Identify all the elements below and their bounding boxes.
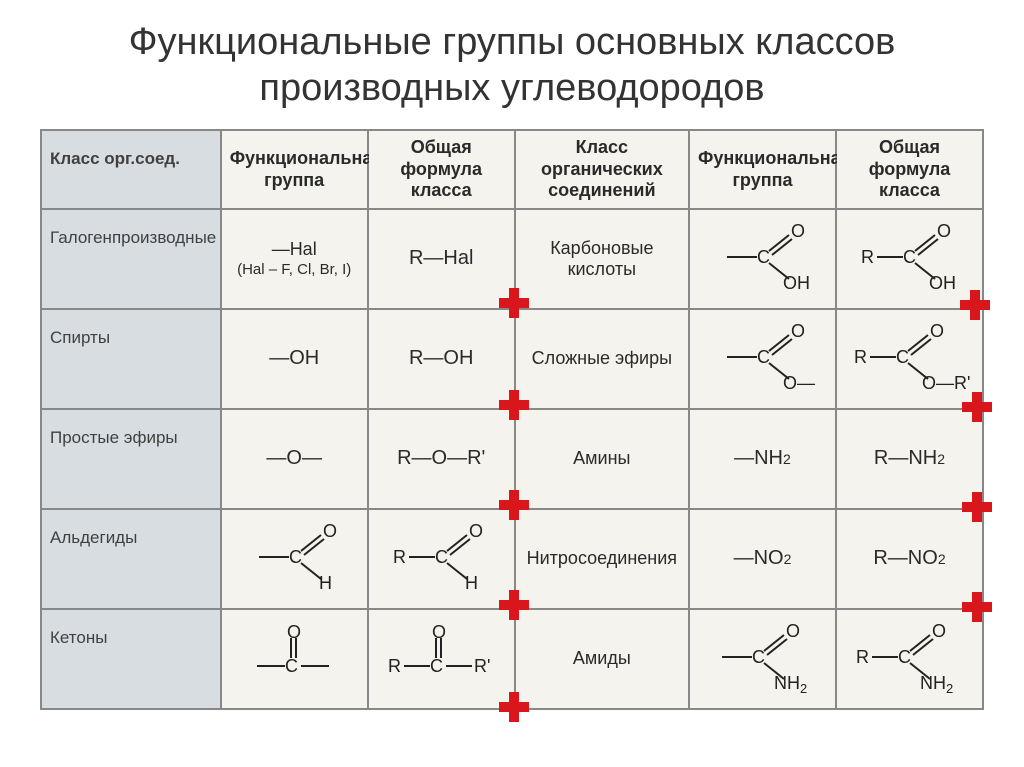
svg-text:C: C xyxy=(435,547,448,567)
row-label-alcohols: Спирты xyxy=(41,309,221,409)
svg-text:C: C xyxy=(285,656,298,676)
carboxylic-general-structure: R C O OH xyxy=(859,221,959,291)
row-label-carboxylic: Карбоновые кислоты xyxy=(515,209,689,309)
svg-text:O: O xyxy=(932,621,946,641)
cross-icon xyxy=(960,290,990,320)
functional-groups-table: Класс орг.соед. Функциональная группа Об… xyxy=(40,129,984,710)
svg-text:R: R xyxy=(856,647,869,667)
cell-aldehyde-general: R C O H xyxy=(368,509,515,609)
cell-nitro-general: R—NO2 xyxy=(836,509,983,609)
svg-text:H: H xyxy=(465,573,478,593)
cross-icon xyxy=(962,592,992,622)
row-label-amines: Амины xyxy=(515,409,689,509)
header-func-group-1: Функциональная группа xyxy=(221,130,368,209)
aldehyde-group-structure: C O H xyxy=(249,521,339,591)
svg-text:C: C xyxy=(903,247,916,267)
svg-text:O: O xyxy=(432,622,446,642)
svg-text:O—: O— xyxy=(783,373,815,393)
svg-text:O—R': O—R' xyxy=(922,373,970,393)
ester-general-structure: R C O O—R' xyxy=(852,321,967,391)
svg-text:C: C xyxy=(757,347,770,367)
cell-hal-group: —Hal (Hal – F, Cl, Br, I) xyxy=(221,209,368,309)
cell-ether-general: R—O—R' xyxy=(368,409,515,509)
svg-text:O: O xyxy=(791,321,805,341)
row-label-halogens: Галогенпроизводные xyxy=(41,209,221,309)
row-label-ethers: Простые эфиры xyxy=(41,409,221,509)
table-row: Альдегиды C O H R C xyxy=(41,509,983,609)
header-class: Класс орг.соед. xyxy=(41,130,221,209)
svg-text:C: C xyxy=(898,647,911,667)
cell-amide-general: R C O NH2 xyxy=(836,609,983,709)
slide: Функциональные группы основных классов п… xyxy=(0,0,1024,767)
svg-text:OH: OH xyxy=(929,273,956,293)
svg-text:C: C xyxy=(757,247,770,267)
cell-aldehyde-group: C O H xyxy=(221,509,368,609)
table-header-row: Класс орг.соед. Функциональная группа Об… xyxy=(41,130,983,209)
svg-text:R': R' xyxy=(474,656,490,676)
table-row: Галогенпроизводные —Hal (Hal – F, Cl, Br… xyxy=(41,209,983,309)
svg-text:OH: OH xyxy=(783,273,810,293)
cross-icon xyxy=(499,590,529,620)
svg-text:R: R xyxy=(861,247,874,267)
row-label-aldehydes: Альдегиды xyxy=(41,509,221,609)
cell-amine-general: R—NH2 xyxy=(836,409,983,509)
cross-icon xyxy=(499,288,529,318)
row-label-nitro: Нитросоединения xyxy=(515,509,689,609)
header-general-formula-2: Общая формула класса xyxy=(836,130,983,209)
svg-text:O: O xyxy=(287,622,301,642)
row-label-ketones: Кетоны xyxy=(41,609,221,709)
cell-ketone-group: C O xyxy=(221,609,368,709)
cell-nitro-group: —NO2 xyxy=(689,509,836,609)
row-label-esters: Сложные эфиры xyxy=(515,309,689,409)
ester-group-structure: C O O— xyxy=(717,321,807,391)
cell-ester-general: R C O O—R' xyxy=(836,309,983,409)
cell-amine-group: —NH2 xyxy=(689,409,836,509)
header-general-formula-1: Общая формула класса xyxy=(368,130,515,209)
svg-text:O: O xyxy=(791,221,805,241)
svg-text:C: C xyxy=(430,656,443,676)
svg-text:C: C xyxy=(896,347,909,367)
svg-text:O: O xyxy=(469,521,483,541)
cross-icon xyxy=(499,490,529,520)
aldehyde-general-structure: R C O H xyxy=(391,521,491,591)
cross-icon xyxy=(499,390,529,420)
svg-text:C: C xyxy=(752,647,765,667)
cell-hal-general: R—Hal xyxy=(368,209,515,309)
ketone-general-structure: R C O R' xyxy=(386,626,496,686)
svg-text:R: R xyxy=(393,547,406,567)
svg-text:NH2: NH2 xyxy=(774,673,807,696)
amide-group-structure: C O NH2 xyxy=(712,621,812,691)
cross-icon xyxy=(499,692,529,722)
row-label-amides: Амиды xyxy=(515,609,689,709)
svg-text:NH2: NH2 xyxy=(920,673,953,696)
page-title: Функциональные группы основных классов п… xyxy=(40,20,984,111)
svg-text:O: O xyxy=(937,221,951,241)
ketone-group-structure: C O xyxy=(249,626,339,686)
svg-text:R: R xyxy=(854,347,867,367)
cross-icon xyxy=(962,392,992,422)
amide-general-structure: R C O NH2 xyxy=(854,621,964,691)
svg-text:C: C xyxy=(289,547,302,567)
cell-ether-group: —O— xyxy=(221,409,368,509)
svg-text:O: O xyxy=(786,621,800,641)
cell-carboxylic-general: R C O OH xyxy=(836,209,983,309)
header-class-2: Класс органических соединений xyxy=(515,130,689,209)
table-row: Простые эфиры —O— R—O—R' Амины —NH2 R—NH… xyxy=(41,409,983,509)
cell-ester-group: C O O— xyxy=(689,309,836,409)
table-row: Спирты —OH R—OH Сложные эфиры C O O— xyxy=(41,309,983,409)
cell-oh-group: —OH xyxy=(221,309,368,409)
svg-text:R: R xyxy=(388,656,401,676)
svg-text:O: O xyxy=(323,521,337,541)
table-row: Кетоны C O R C xyxy=(41,609,983,709)
cell-oh-general: R—OH xyxy=(368,309,515,409)
svg-text:H: H xyxy=(319,573,332,593)
cross-icon xyxy=(962,492,992,522)
cell-amide-group: C O NH2 xyxy=(689,609,836,709)
svg-text:O: O xyxy=(930,321,944,341)
cell-ketone-general: R C O R' xyxy=(368,609,515,709)
header-func-group-2: Функциональная группа xyxy=(689,130,836,209)
carboxylic-group-structure: C O OH xyxy=(717,221,807,291)
cell-carboxylic-group: C O OH xyxy=(689,209,836,309)
